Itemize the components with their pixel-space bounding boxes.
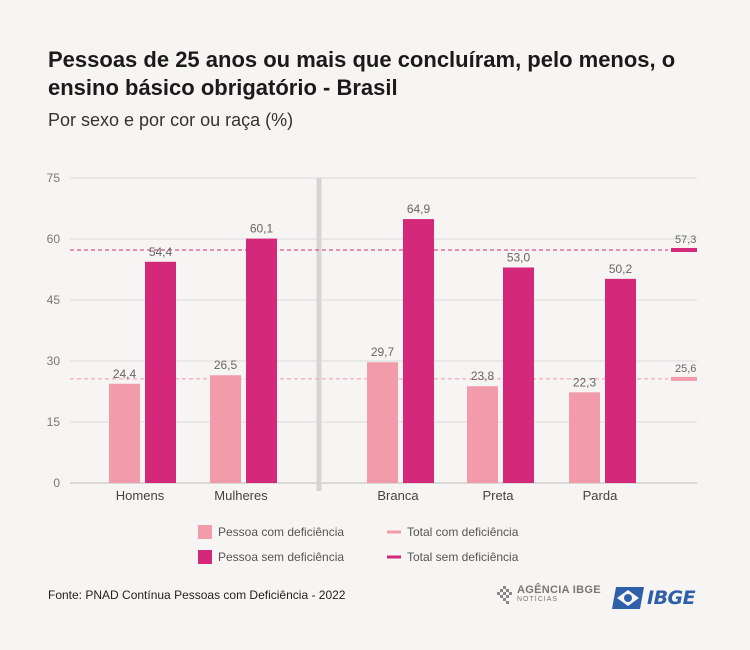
bar-com-deficiencia [569, 392, 600, 483]
bar-value-label: 60,1 [250, 222, 274, 236]
y-tick-label: 45 [47, 293, 61, 307]
x-tick-label: Homens [116, 488, 165, 503]
reference-line-marker [671, 247, 697, 252]
bar-value-label: 53,0 [507, 250, 531, 264]
agencia-logo-mark-icon [497, 586, 512, 604]
legend-swatch [198, 525, 212, 539]
reference-line-marker [671, 376, 697, 381]
y-tick-label: 60 [47, 232, 61, 246]
ibge-flag-icon [612, 587, 644, 609]
x-tick-label: Mulheres [214, 488, 268, 503]
legend-swatch [198, 550, 212, 564]
bar-sem-deficiencia [503, 267, 534, 483]
bar-com-deficiencia [109, 383, 140, 483]
y-tick-label: 15 [47, 415, 61, 429]
bar-com-deficiencia [367, 362, 398, 483]
bar-value-label: 26,5 [214, 358, 238, 372]
ibge-logo-text: IBGE [647, 587, 696, 609]
bar-value-label: 50,2 [609, 262, 633, 276]
legend-line-swatch [387, 530, 401, 534]
agencia-logo-line1: AGÊNCIA IBGE [517, 584, 601, 596]
reference-line-label: 57,3 [675, 234, 696, 246]
x-tick-label: Preta [482, 488, 514, 503]
ibge-logo: IBGE [612, 587, 696, 609]
agencia-ibge-logo: AGÊNCIA IBGE NOTÍCIAS [497, 584, 601, 604]
chart-title: Pessoas de 25 anos ou mais que concluíra… [48, 47, 676, 100]
legend-label: Pessoa sem deficiência [218, 550, 344, 564]
x-tick-label: Branca [377, 488, 419, 503]
bar-value-label: 64,9 [407, 202, 431, 216]
bar-value-label: 22,3 [573, 375, 597, 389]
agencia-logo-line2: NOTÍCIAS [517, 596, 559, 603]
legend-line-swatch [387, 555, 401, 559]
y-tick-label: 30 [47, 354, 61, 368]
bar-sem-deficiencia [403, 219, 434, 483]
bar-value-label: 24,4 [113, 367, 137, 381]
bar-value-label: 54,4 [149, 245, 173, 259]
bar-sem-deficiencia [246, 238, 277, 483]
legend-label: Total com deficiência [407, 525, 519, 539]
bar-sem-deficiencia [145, 261, 176, 483]
source-note: Fonte: PNAD Contínua Pessoas com Deficiê… [48, 588, 346, 602]
y-tick-label: 0 [53, 476, 60, 490]
bar-com-deficiencia [210, 375, 241, 483]
y-tick-label: 75 [47, 171, 61, 185]
bar-value-label: 29,7 [371, 345, 395, 359]
bar-com-deficiencia [467, 386, 498, 483]
chart-subtitle: Por sexo e por cor ou raça (%) [48, 110, 294, 130]
bar-chart: 0 15 30 45 60 75 25,6 57,3 24,4 54,4 Homens 26,5 60,… [47, 171, 697, 564]
bar-value-label: 23,8 [471, 369, 495, 383]
x-tick-label: Parda [583, 488, 618, 503]
legend-label: Total sem deficiência [407, 550, 519, 564]
legend-label: Pessoa com deficiência [218, 525, 344, 539]
reference-line-label: 25,6 [675, 363, 696, 375]
bar-sem-deficiencia [605, 278, 636, 483]
